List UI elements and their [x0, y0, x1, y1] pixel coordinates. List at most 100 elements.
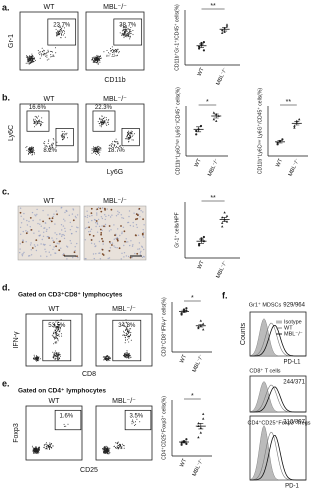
nucleus [86, 214, 89, 217]
event-dot [44, 143, 46, 145]
x-axis-label: PD-L1 [283, 360, 301, 366]
nucleus [141, 246, 144, 248]
nucleus [72, 209, 75, 211]
nucleus [94, 245, 96, 248]
event-dot [49, 447, 51, 449]
event-dot [45, 55, 47, 57]
nucleus [121, 252, 123, 254]
event-dot [129, 328, 131, 330]
event-dot [58, 352, 60, 354]
stained-cell [59, 240, 61, 243]
stained-cell [102, 254, 105, 256]
event-dot [44, 448, 46, 450]
data-point [221, 221, 224, 224]
event-dot [123, 37, 125, 39]
event-dot [64, 134, 65, 136]
event-dot [41, 50, 43, 52]
event-dot [49, 50, 51, 52]
event-dot [103, 359, 105, 361]
event-dot [46, 448, 48, 450]
event-dot [104, 122, 106, 124]
event-dot [37, 451, 39, 453]
flow-title: WT [44, 4, 56, 11]
event-dot [91, 148, 93, 150]
event-dot [101, 115, 103, 117]
event-dot [58, 32, 60, 34]
event-dot [129, 38, 131, 40]
nucleus [63, 237, 66, 240]
event-dot [33, 358, 35, 360]
nucleus [123, 244, 125, 247]
nucleus [46, 236, 49, 238]
event-dot [46, 59, 48, 61]
event-dot [34, 121, 36, 123]
event-dot [61, 31, 63, 33]
event-dot [46, 445, 48, 447]
event-dot [98, 148, 100, 150]
event-dot [119, 145, 121, 147]
event-dot [41, 47, 43, 49]
event-dot [97, 151, 99, 153]
event-dot [57, 338, 59, 340]
event-dot [62, 138, 64, 140]
stained-cell [142, 218, 145, 221]
nucleus [143, 224, 145, 226]
nucleus [115, 215, 118, 217]
event-dot [93, 57, 95, 59]
event-dot [104, 120, 105, 122]
event-dot [33, 58, 35, 60]
nucleus [133, 212, 135, 214]
event-dot [50, 444, 52, 445]
event-dot [56, 353, 58, 354]
event-dot [48, 444, 50, 446]
nucleus [74, 246, 76, 248]
nucleus [98, 225, 101, 228]
stained-cell [31, 247, 34, 249]
event-dot [32, 151, 33, 153]
event-dot [34, 118, 36, 120]
data-point [298, 118, 301, 121]
event-dot [116, 143, 118, 145]
nucleus [30, 242, 32, 244]
event-dot [57, 334, 59, 336]
event-dot [30, 147, 32, 149]
event-dot [44, 53, 46, 54]
stained-cell [90, 207, 93, 210]
x-axis-label: CD11b [104, 77, 125, 84]
event-dot [54, 337, 56, 339]
event-dot [48, 148, 49, 150]
event-dot [58, 326, 59, 328]
event-dot [58, 331, 60, 332]
event-dot [116, 55, 118, 57]
event-dot [108, 52, 109, 54]
nucleus [23, 212, 25, 215]
event-dot [116, 145, 117, 147]
event-dot [93, 59, 95, 61]
nucleus [23, 218, 25, 220]
event-dot [129, 36, 131, 38]
event-dot [132, 419, 134, 421]
event-dot [125, 352, 127, 354]
nucleus [113, 224, 115, 226]
y-axis-label: IFN-γ [13, 331, 20, 349]
event-dot [104, 359, 106, 361]
nucleus [89, 230, 92, 232]
event-dot [111, 46, 113, 48]
event-dot [49, 444, 51, 446]
event-dot [98, 154, 100, 156]
nucleus [93, 218, 96, 221]
event-dot [52, 142, 54, 144]
event-dot [94, 149, 96, 151]
event-dot [114, 144, 116, 145]
x-axis-label: PD-1 [285, 484, 299, 490]
event-dot [97, 58, 99, 60]
event-dot [121, 147, 122, 149]
event-dot [55, 342, 57, 344]
event-dot [55, 354, 57, 356]
gate [55, 128, 74, 147]
event-dot [127, 131, 129, 133]
event-dot [107, 452, 109, 454]
event-dot [45, 145, 47, 147]
panel-subtitle: Gated on CD4⁺ lymphocytes [18, 388, 106, 395]
nucleus [90, 242, 93, 244]
